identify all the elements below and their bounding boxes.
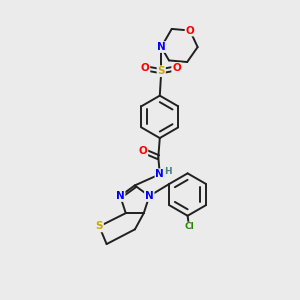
Text: H: H [164,167,172,176]
Text: O: O [141,63,149,73]
Text: S: S [158,66,165,76]
Text: O: O [185,26,194,35]
Text: Cl: Cl [184,222,194,231]
Text: O: O [172,63,181,73]
Text: N: N [155,169,164,179]
Text: S: S [95,221,103,231]
Text: O: O [139,146,147,156]
Text: N: N [157,42,166,52]
Text: N: N [116,191,124,201]
Text: N: N [145,191,154,201]
